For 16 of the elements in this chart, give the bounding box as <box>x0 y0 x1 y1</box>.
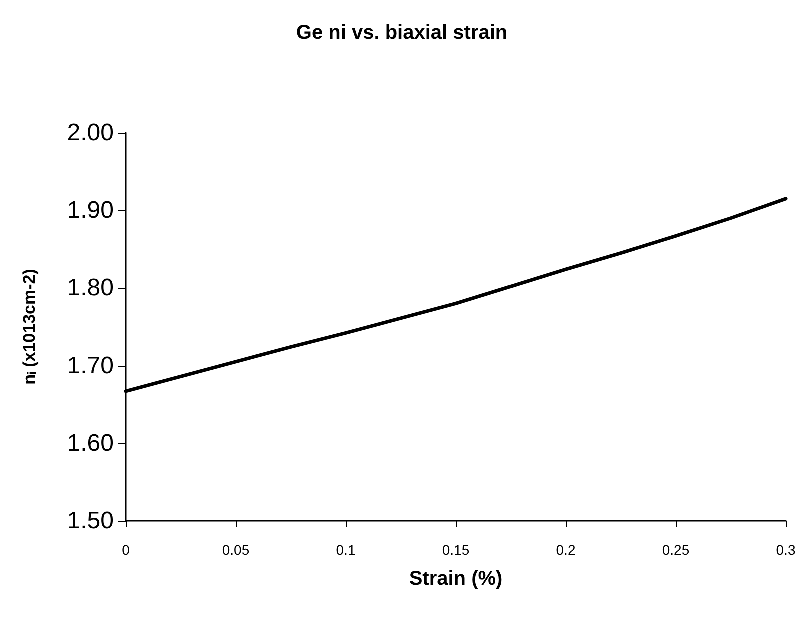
x-tick-label: 0.3 <box>776 542 796 558</box>
y-tick-label: 2.00 <box>67 120 114 146</box>
y-tick-label: 1.90 <box>67 197 114 224</box>
y-tick-label: 1.70 <box>67 352 114 380</box>
y-tick-label: 1.60 <box>67 430 114 457</box>
chart-title: Ge ni vs. biaxial strain <box>296 22 508 44</box>
x-tick-label: 0.15 <box>442 542 470 558</box>
x-tick-label: 0.05 <box>222 542 250 558</box>
x-tick-label: 0.2 <box>556 542 576 558</box>
x-tick-label: 0.25 <box>662 542 690 558</box>
x-tick-label: 0.1 <box>336 542 356 558</box>
y-tick-label: 1.80 <box>67 274 114 302</box>
y-tick-label: 1.50 <box>67 508 114 534</box>
x-tick-label: 0 <box>122 542 130 558</box>
x-axis-title: Strain (%) <box>409 568 503 590</box>
y-axis-title: nᵢ (x1013cm-2) <box>20 269 39 385</box>
